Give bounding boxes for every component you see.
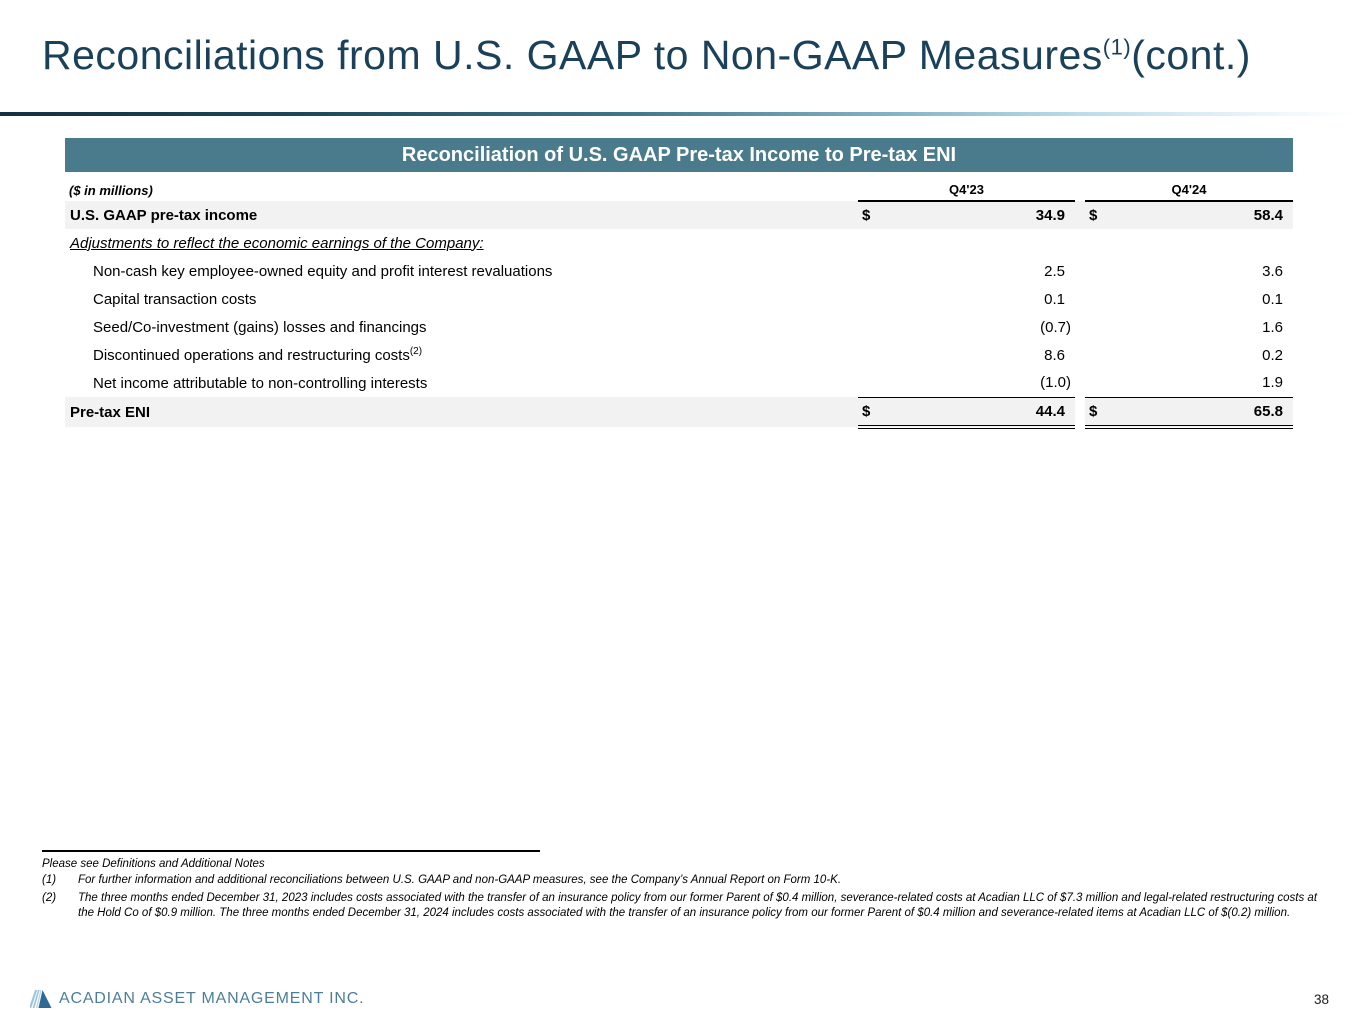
- row-label: Capital transaction costs: [93, 290, 257, 308]
- value-cell: 2.5: [1044, 262, 1065, 280]
- table-title-band: Reconciliation of U.S. GAAP Pre-tax Inco…: [65, 138, 1293, 172]
- company-name: ACADIAN ASSET MANAGEMENT INC.: [59, 990, 365, 1007]
- footnote-divider: [42, 850, 540, 852]
- column-gap: [1075, 201, 1085, 229]
- value-cell: 0.1: [1044, 290, 1065, 308]
- value-cell: 58.4: [1115, 201, 1293, 229]
- value-cell: 65.8: [1115, 396, 1293, 429]
- value-cell: 1.9: [1262, 374, 1283, 392]
- table-header-row: ($ in millions) Q4'23 Q4'24: [65, 182, 1293, 202]
- dollar-sign-cell: [858, 369, 888, 397]
- table-row: Seed/Co-investment (gains) losses and fi…: [65, 313, 1293, 341]
- footnote-item: (1) For further information and addition…: [42, 873, 1342, 889]
- table-row: Non-cash key employee-owned equity and p…: [65, 257, 1293, 285]
- value-cell: 1.6: [1262, 318, 1283, 336]
- table-row: Adjustments to reflect the economic earn…: [65, 229, 1293, 257]
- slide-footer: ACADIAN ASSET MANAGEMENT INC. 38: [30, 990, 1335, 1008]
- dollar-sign-cell: $: [1085, 201, 1115, 229]
- value-cell: [1115, 229, 1293, 257]
- column-gap: [1075, 341, 1085, 369]
- footnote-text: For further information and additional r…: [78, 874, 842, 886]
- dollar-sign-cell: [858, 285, 888, 313]
- dollar-sign-cell: [1085, 369, 1115, 397]
- row-label: Discontinued operations and restructurin…: [93, 345, 423, 364]
- company-brand: ACADIAN ASSET MANAGEMENT INC.: [30, 990, 364, 1008]
- table-row: Capital transaction costs 0.1 0.1: [65, 285, 1293, 313]
- value-cell: (0.7): [1040, 318, 1071, 336]
- value-cell: 8.6: [1044, 346, 1065, 364]
- dollar-sign-cell: [1085, 257, 1115, 285]
- value-cell: 44.4: [888, 396, 1075, 429]
- table-row: U.S. GAAP pre-tax income $34.9 $58.4: [65, 201, 1293, 229]
- row-footnote-ref: (2): [409, 345, 423, 357]
- footnote-item: (2) The three months ended December 31, …: [42, 891, 1342, 922]
- footnote-text: The three months ended December 31, 2023…: [78, 891, 1318, 920]
- dollar-sign-cell: $: [1085, 396, 1115, 429]
- dollar-sign-cell: [1085, 313, 1115, 341]
- dollar-sign-cell: [1085, 229, 1115, 257]
- value-cell: 0.2: [1262, 346, 1283, 364]
- column-header-q423: Q4'23: [858, 182, 1075, 202]
- row-label: Adjustments to reflect the economic earn…: [70, 234, 484, 252]
- column-header-q424: Q4'24: [1085, 182, 1293, 202]
- reconciliation-table-body: U.S. GAAP pre-tax income $34.9 $58.4 Adjust…: [65, 201, 1293, 429]
- footnote-number: (2): [42, 891, 57, 904]
- dollar-sign-cell: [858, 229, 888, 257]
- table-row: Pre-tax ENI $44.4 $65.8: [65, 396, 1293, 429]
- dollar-sign-cell: [858, 341, 888, 369]
- row-label: Seed/Co-investment (gains) losses and fi…: [93, 318, 427, 336]
- column-gap: [1075, 257, 1085, 285]
- column-gap: [1075, 397, 1085, 427]
- acadian-triangle-logo-icon: [30, 990, 52, 1008]
- column-gap: [1075, 285, 1085, 313]
- footnote-number: (1): [42, 874, 57, 886]
- page-title-main: Reconciliations from U.S. GAAP to Non-GA…: [42, 32, 1103, 78]
- dollar-sign-cell: [858, 313, 888, 341]
- value-cell: 0.1: [1262, 290, 1283, 308]
- dollar-sign-cell: $: [858, 201, 888, 229]
- value-cell: [888, 229, 1075, 257]
- column-gap: [1075, 313, 1085, 341]
- table-row: Discontinued operations and restructurin…: [65, 341, 1293, 369]
- dollar-sign-cell: $: [858, 396, 888, 429]
- row-label: Non-cash key employee-owned equity and p…: [93, 262, 553, 280]
- dollar-sign-cell: [858, 257, 888, 285]
- value-cell: 34.9: [888, 201, 1075, 229]
- title-divider-rule: [0, 112, 1352, 116]
- row-label: U.S. GAAP pre-tax income: [65, 201, 858, 229]
- page-number: 38: [1313, 991, 1329, 1007]
- dollar-sign-cell: [1085, 285, 1115, 313]
- page-title-suffix: (cont.): [1131, 32, 1251, 78]
- value-cell: 3.6: [1262, 262, 1283, 280]
- row-label: Pre-tax ENI: [65, 397, 858, 427]
- page-title: Reconciliations from U.S. GAAP to Non-GA…: [42, 32, 1251, 79]
- title-footnote-ref: (1): [1102, 34, 1132, 60]
- column-gap: [1075, 182, 1085, 201]
- units-label: ($ in millions): [69, 183, 153, 198]
- value-cell: (1.0): [1040, 374, 1071, 392]
- table-row: Net income attributable to non-controlli…: [65, 369, 1293, 397]
- column-gap: [1075, 229, 1085, 257]
- footnote-intro: Please see Definitions and Additional No…: [42, 858, 265, 870]
- column-gap: [1075, 369, 1085, 397]
- reconciliation-table: Reconciliation of U.S. GAAP Pre-tax Inco…: [65, 138, 1293, 429]
- reconciliation-data-table: ($ in millions) Q4'23 Q4'24 U.S. GAAP pr…: [65, 182, 1293, 429]
- dollar-sign-cell: [1085, 341, 1115, 369]
- footnotes-section: Please see Definitions and Additional No…: [42, 850, 1342, 924]
- row-label: Net income attributable to non-controlli…: [93, 374, 428, 392]
